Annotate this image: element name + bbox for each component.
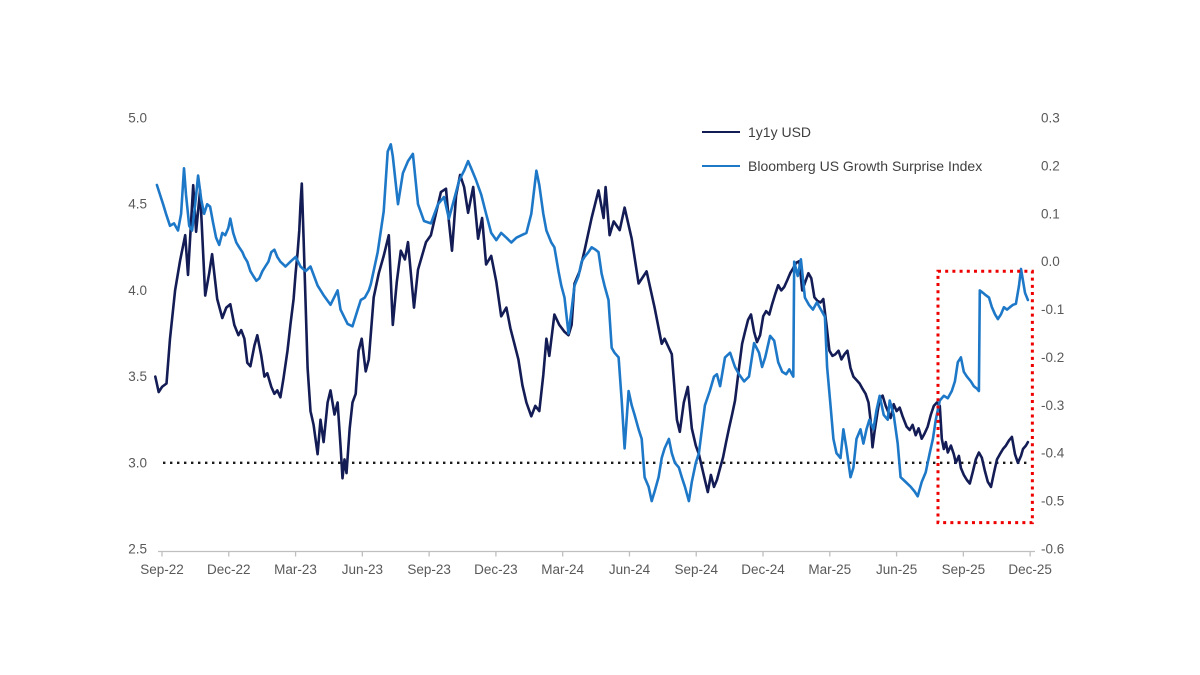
x-tick-label: Sep-24 [674, 562, 718, 577]
right-tick-label: 0.0 [1041, 254, 1060, 269]
right-tick-label: -0.5 [1041, 494, 1064, 509]
left-tick-label: 4.5 [128, 197, 147, 212]
x-tick-label: Dec-23 [474, 562, 518, 577]
x-tick-label: Sep-23 [407, 562, 451, 577]
x-tick-label: Dec-25 [1008, 562, 1052, 577]
left-tick-label: 3.5 [128, 369, 147, 384]
x-tick-label: Jun-25 [876, 562, 917, 577]
chart-legend: 1y1y USD Bloomberg US Growth Surprise In… [702, 120, 982, 188]
legend-item-1y1y-usd: 1y1y USD [702, 120, 982, 144]
right-tick-label: -0.6 [1041, 542, 1064, 557]
x-tick-label: Dec-22 [207, 562, 251, 577]
right-tick-label: -0.1 [1041, 302, 1064, 317]
right-tick-label: 0.3 [1041, 111, 1060, 126]
x-tick-label: Mar-24 [541, 562, 584, 577]
x-tick-label: Mar-25 [808, 562, 851, 577]
legend-item-growth-surprise-index: Bloomberg US Growth Surprise Index [702, 154, 982, 178]
right-tick-label: -0.2 [1041, 350, 1064, 365]
left-tick-label: 4.0 [128, 283, 147, 298]
right-tick-label: 0.1 [1041, 206, 1060, 221]
left-tick-label: 3.0 [128, 455, 147, 470]
series-line-growth-surprise-index [155, 143, 1030, 503]
legend-label: Bloomberg US Growth Surprise Index [748, 158, 983, 174]
highlight-box [936, 269, 1034, 525]
series-line-1y1y-usd [154, 173, 1030, 494]
left-tick-label: 5.0 [128, 111, 147, 126]
right-tick-label: -0.4 [1041, 446, 1065, 461]
x-tick-label: Mar-23 [274, 562, 317, 577]
left-tick-label: 2.5 [128, 542, 147, 557]
x-tick-label: Sep-22 [140, 562, 184, 577]
legend-label: 1y1y USD [748, 124, 812, 140]
right-tick-label: -0.3 [1041, 398, 1064, 413]
legend-line-swatch-dark [702, 131, 740, 133]
x-tick-label: Jun-23 [342, 562, 383, 577]
x-tick-label: Sep-25 [942, 562, 986, 577]
x-tick-label: Jun-24 [609, 562, 651, 577]
legend-line-swatch-light [702, 165, 740, 167]
right-tick-label: 0.2 [1041, 158, 1060, 173]
x-tick-label: Dec-24 [741, 562, 785, 577]
